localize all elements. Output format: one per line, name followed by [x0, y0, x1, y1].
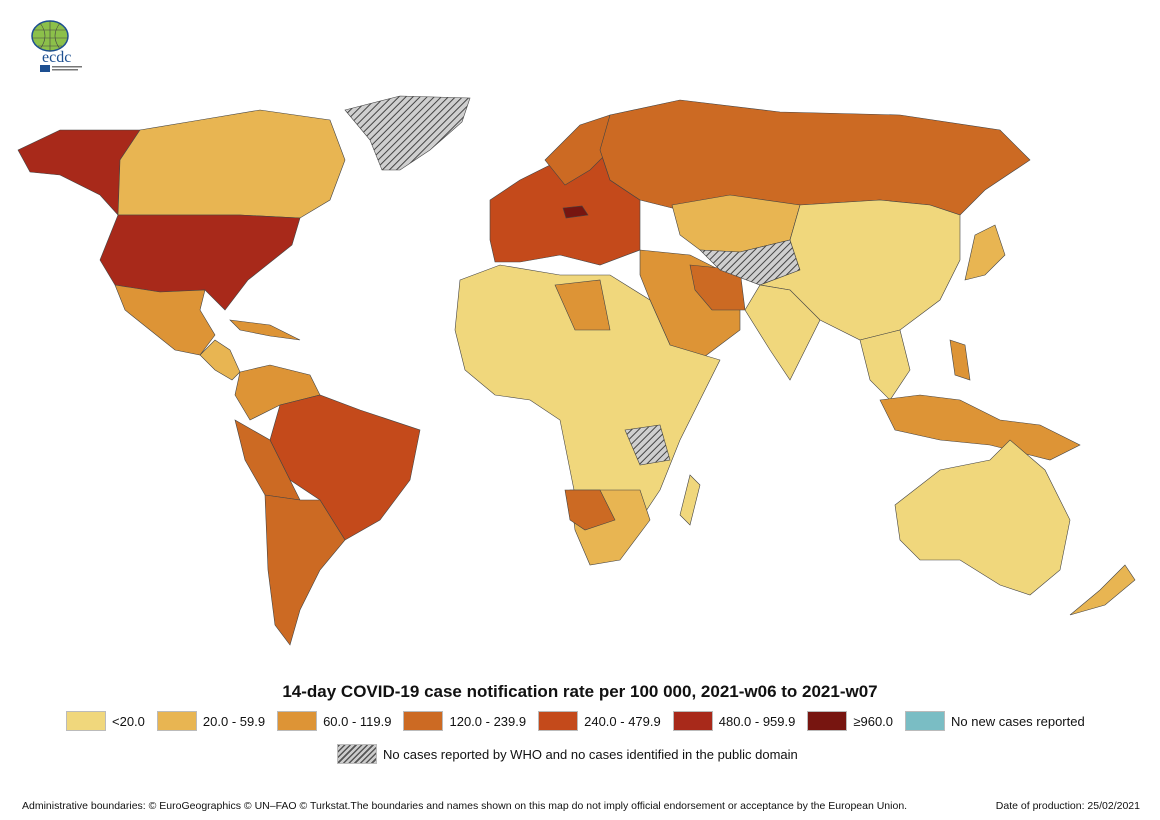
namibia-botswana	[564, 489, 616, 531]
czechia	[562, 205, 589, 219]
legend-swatch	[277, 711, 318, 731]
india	[744, 284, 821, 381]
legend-label: No cases reported by WHO and no cases id…	[383, 746, 798, 762]
greenland	[344, 95, 471, 171]
legend-label: 240.0 - 479.9	[584, 713, 661, 729]
legend-label: No new cases reported	[951, 713, 1085, 729]
hatch-swatch	[337, 744, 377, 764]
legend-item-480-959: 480.0 - 959.9	[672, 711, 796, 731]
new-zealand	[1069, 564, 1136, 616]
indonesia-malaysia	[879, 394, 1081, 461]
africa	[454, 264, 721, 541]
australia	[894, 439, 1071, 596]
legend-title: 14-day COVID-19 case notification rate p…	[282, 682, 878, 701]
footer-disclaimer: Administrative boundaries: © EuroGeograp…	[22, 800, 908, 812]
legend-item-ge960: ≥960.0	[807, 711, 893, 731]
legend-item-120-239: 120.0 - 239.9	[403, 711, 526, 731]
philippines	[949, 339, 971, 381]
southeast-asia	[859, 329, 911, 401]
legend-swatch	[905, 711, 946, 731]
legend-swatch	[403, 711, 444, 731]
legend-swatch	[156, 711, 197, 731]
legend-swatch	[672, 711, 713, 731]
usa	[99, 214, 301, 311]
legend: <20.0 20.0 - 59.9 60.0 - 119.9 120.0 - 2…	[66, 711, 1097, 731]
libya-egypt	[554, 279, 611, 331]
legend-item-lt20: <20.0	[66, 711, 145, 731]
legend-item-no-data: No cases reported by WHO and no cases id…	[337, 744, 798, 764]
legend-label: 20.0 - 59.9	[202, 713, 266, 729]
legend-label: 120.0 - 239.9	[449, 713, 527, 729]
production-date: Date of production: 25/02/2021	[995, 800, 1140, 812]
legend-label: ≥960.0	[853, 713, 894, 729]
world-map	[17, 95, 1136, 646]
legend-swatch	[66, 711, 106, 731]
legend-swatch	[538, 711, 579, 731]
ecdc-logo: ecdc	[26, 18, 92, 76]
svg-text:ecdc: ecdc	[42, 49, 71, 66]
tanzania-nodata	[624, 424, 671, 466]
legend-item-60-119: 60.0 - 119.9	[277, 711, 391, 731]
legend-item-240-479: 240.0 - 479.9	[538, 711, 661, 731]
caribbean	[229, 319, 301, 341]
argentina-chile	[264, 494, 346, 646]
legend-label: 480.0 - 959.9	[718, 713, 796, 729]
legend-label: 60.0 - 119.9	[323, 713, 392, 729]
japan	[964, 224, 1006, 281]
legend-item-no-new-cases: No new cases reported	[905, 711, 1085, 731]
legend-item-20-59: 20.0 - 59.9	[156, 711, 266, 731]
russia	[599, 99, 1031, 216]
legend-label: <20.0	[112, 713, 145, 729]
madagascar	[679, 474, 701, 526]
legend-swatch	[807, 711, 848, 731]
mexico	[114, 284, 216, 356]
canada	[117, 109, 346, 219]
